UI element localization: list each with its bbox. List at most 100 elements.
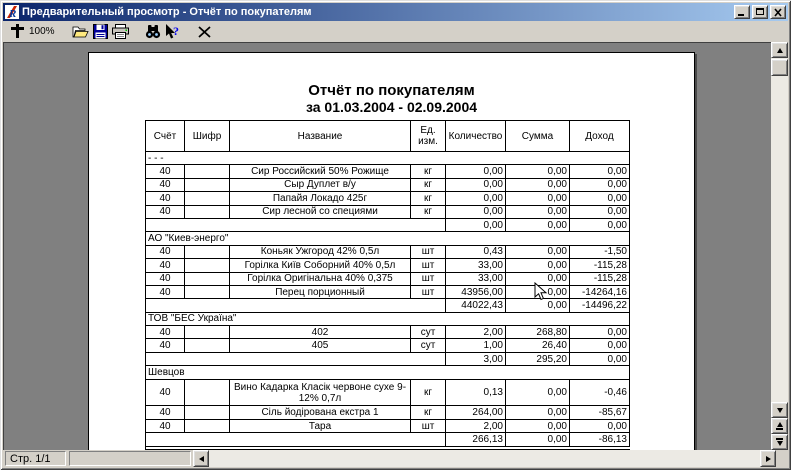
subtotal-qty: 266,13 [446,433,506,446]
group-name: - - - [146,152,630,165]
cell-qty: 1,00 [446,339,506,352]
cell-qty: 2,00 [446,326,506,339]
close-button[interactable] [770,5,786,19]
zoom-tool-button[interactable] [7,22,27,42]
zoom-tool-icon [10,24,24,38]
cell-code [185,165,230,178]
cell-income: 0,00 [570,419,630,433]
cell-account: 40 [146,245,185,259]
cell-qty: 0,00 [446,165,506,178]
statusbar-corner [776,450,788,467]
cell-qty: 0,00 [446,205,506,218]
group-name: ТОВ "БЕС Україна" [146,312,630,326]
minimize-button[interactable] [734,5,750,19]
cell-name: Сир лесной со специями [230,205,411,218]
statusbar: Стр. 1/1 [3,450,788,467]
cell-sum: 0,00 [506,192,570,205]
cell-unit: кг [411,165,446,178]
cell-account: 40 [146,178,185,192]
cell-code [185,339,230,352]
cell-unit: шт [411,419,446,433]
cell-sum: 0,00 [506,285,570,299]
cell-qty: 0,00 [446,192,506,205]
cell-account: 40 [146,272,185,285]
cell-account: 40 [146,285,185,299]
titlebar[interactable]: R Предварительный просмотр - Отчёт по по… [3,3,788,21]
cell-code [185,326,230,339]
report-table: Счёт Шифр Название Ед. изм. Количество Сумма Д… [145,120,630,450]
subtotal-spacer [146,433,446,446]
group-name: Шевцов [146,366,630,379]
svg-text:?: ? [173,24,179,38]
cell-code [185,406,230,419]
cell-account: 40 [146,165,185,178]
cell-name: Сіль йодірована екстра 1 [230,406,411,419]
help-mode-button[interactable]: ? [163,22,183,42]
subtotal-qty: 3,00 [446,352,506,366]
page-number-panel: Стр. 1/1 [5,451,66,466]
cell-income: 0,00 [570,165,630,178]
save-button[interactable] [91,22,111,42]
cell-qty: 33,00 [446,272,506,285]
group-name: АО "Киев-энерго" [146,232,630,245]
vertical-scroll-thumb[interactable] [771,59,788,76]
cell-unit: шт [411,272,446,285]
cell-account: 40 [146,419,185,433]
open-button[interactable] [71,22,91,42]
cell-unit: шт [411,259,446,272]
help-cursor-icon: ? [165,23,179,38]
cell-account: 40 [146,326,185,339]
arrow-right-icon [765,455,771,462]
cell-income: -115,28 [570,259,630,272]
close-preview-button[interactable] [195,22,215,42]
report-title: Отчёт по покупателям [308,82,475,99]
cell-unit: кг [411,379,446,406]
cell-code [185,205,230,218]
scroll-down-button[interactable] [771,402,788,418]
cell-income: -14264,16 [570,285,630,299]
subtotal-qty: 0,00 [446,218,506,232]
cell-qty: 43956,00 [446,285,506,299]
group-subtotal-row: 44022,43 0,00 -14496,22 [146,299,630,313]
table-row: 40 Сир Российский 50% Рожище кг 0,00 0,00 0,0… [146,165,630,179]
column-header: Ед. изм. [411,121,446,151]
cell-unit: сут [411,339,446,352]
vertical-scrollbar[interactable] [771,42,788,450]
preview-area[interactable]: Отчёт по покупателям за 01.03.2004 - 02.… [3,42,771,450]
prev-page-button[interactable] [771,418,788,434]
cell-qty: 0,13 [446,379,506,406]
subtotal-sum: 0,00 [506,299,570,312]
page-down-icon [776,438,783,446]
scroll-right-button[interactable] [760,450,776,467]
minimize-icon [738,14,744,16]
column-header: Количество [446,121,506,151]
cell-code [185,245,230,259]
report-subtitle: за 01.03.2004 - 02.09.2004 [305,99,478,115]
group-header-row: АО "Киев-энерго" [146,232,630,246]
find-button[interactable] [143,22,163,42]
cell-name: Горілка Оригінальна 40% 0,375 [230,272,411,285]
cell-sum: 0,00 [506,272,570,285]
zoom-level-label[interactable]: 100% [29,26,55,37]
open-icon [72,26,89,38]
cell-income: -85,67 [570,406,630,419]
scroll-left-button[interactable] [193,450,209,467]
next-page-button[interactable] [771,434,788,450]
cell-name: Сир Российский 50% Рожище [230,165,411,178]
cell-account: 40 [146,339,185,352]
horizontal-scrollbar[interactable] [193,450,776,467]
table-row: 40 Горілка Київ Соборний 40% 0,5л шт 33,00 0… [146,259,630,273]
cell-sum: 0,00 [506,406,570,419]
cell-code [185,178,230,192]
cell-qty: 0,00 [446,178,506,192]
cell-account: 40 [146,406,185,419]
cell-unit: шт [411,285,446,299]
subtotal-spacer [146,299,446,312]
table-row: 40 Вино Кадарка Класік червоне сухе 9-12%… [146,379,630,407]
group-subtotal-row: 0,00 0,00 0,00 [146,218,630,233]
cell-code [185,419,230,433]
cell-sum: 0,00 [506,178,570,192]
scroll-up-button[interactable] [771,42,788,58]
maximize-button[interactable] [752,5,768,19]
print-button[interactable] [111,22,131,42]
